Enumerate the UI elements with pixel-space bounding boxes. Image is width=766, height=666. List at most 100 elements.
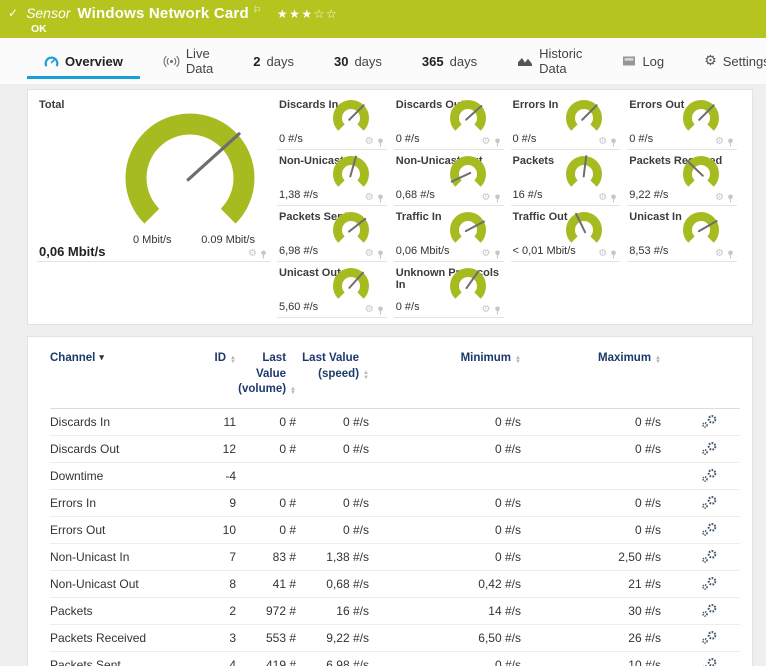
gauge-dial (445, 154, 491, 192)
gauge-unknown-protocols-in: Unknown Protocols In 0 #/s ⚙ (393, 262, 504, 318)
channel-settings-gears-icon[interactable] (661, 468, 740, 483)
cell-id: 9 (229, 495, 236, 510)
sort-toggle-icon: ▲ ▼ (655, 354, 661, 366)
channel-name: Discards Out (50, 441, 120, 456)
tab-365-days[interactable]: 365 days (402, 38, 497, 84)
channel-name: Downtime (50, 468, 104, 483)
pin-icon[interactable] (727, 138, 734, 147)
channel-settings-gears-icon[interactable] (661, 414, 740, 429)
channel-settings-gears-icon[interactable] (661, 657, 740, 666)
cell-speed: 0 #/s (342, 441, 369, 456)
channel-name: Errors Out (50, 522, 106, 537)
table-row-discards-in[interactable]: Discards In 11 0 # 0 #/s 0 #/s 0 #/s (50, 409, 740, 436)
pin-icon[interactable] (727, 250, 734, 259)
cell-volume: 553 # (265, 630, 296, 645)
tab-label: Live Data (185, 46, 214, 76)
channel-settings-gear-icon[interactable]: ⚙ (715, 248, 724, 259)
channel-settings-gears-icon[interactable] (661, 603, 740, 618)
tab-label: Overview (65, 53, 123, 69)
column-header-last-value-volume[interactable]: Last Value (volume) ▲ ▼ (236, 351, 296, 398)
tab-overview[interactable]: Overview (24, 38, 143, 84)
gauge-value: 0,68 #/s (395, 189, 435, 201)
channel-settings-gear-icon[interactable]: ⚙ (481, 136, 491, 147)
gauge-value: 16 #/s (512, 189, 543, 201)
tab-live-data[interactable]: Live Data (143, 38, 233, 84)
gauge-packets-sent: Packets Sent 6,98 #/s ⚙ (277, 206, 387, 262)
pin-icon[interactable] (494, 250, 501, 259)
channel-settings-gear-icon[interactable]: ⚙ (364, 248, 374, 259)
pin-icon[interactable] (727, 194, 734, 203)
table-row-non-unicast-out[interactable]: Non-Unicast Out 8 41 # 0,68 #/s 0,42 #/s 21 #… (50, 571, 740, 598)
column-header-minimum[interactable]: Minimum ▲ ▼ (369, 351, 521, 367)
column-header-last-value-speed[interactable]: Last Value (speed) ▲ ▼ (296, 351, 369, 382)
pin-icon[interactable] (494, 194, 501, 203)
gauge-value: 8,53 #/s (629, 245, 669, 257)
tab-historic-data[interactable]: Historic Data (497, 38, 602, 84)
tab-log[interactable]: Log (602, 38, 684, 84)
channel-settings-gear-icon[interactable]: ⚙ (364, 304, 374, 315)
table-row-non-unicast-in[interactable]: Non-Unicast In 7 83 # 1,38 #/s 0 #/s 2,50 #/s (50, 544, 740, 571)
cell-speed: 0 #/s (342, 522, 369, 537)
pin-icon[interactable] (377, 306, 384, 315)
channel-settings-gear-icon[interactable]: ⚙ (598, 136, 608, 147)
gauge-title: Traffic In (395, 211, 442, 223)
gauge-title: Packets (512, 155, 555, 167)
tab-settings[interactable]: ⚙ Settings (684, 38, 766, 84)
cell-volume: 0 # (279, 522, 296, 537)
pin-icon[interactable] (610, 138, 617, 147)
table-row-packets-sent[interactable]: Packets Sent 4 419 # 6,98 #/s 0 #/s 10 #/s (50, 652, 740, 666)
pin-icon[interactable] (610, 194, 617, 203)
channel-settings-gears-icon[interactable] (661, 495, 740, 510)
pin-icon[interactable] (377, 250, 384, 259)
cell-min: 0 #/s (494, 495, 521, 510)
tab-2-days[interactable]: 2 days (233, 38, 314, 84)
channel-settings-gear-icon[interactable]: ⚙ (598, 192, 608, 203)
cell-speed: 9,22 #/s (326, 630, 369, 645)
channel-settings-gear-icon[interactable]: ⚙ (481, 304, 491, 315)
channel-settings-gears-icon[interactable] (661, 522, 740, 537)
channel-settings-gear-icon[interactable]: ⚙ (715, 192, 724, 203)
channel-settings-gear-icon[interactable]: ⚙ (364, 136, 374, 147)
gauge-dial (445, 210, 491, 248)
flag-icon[interactable]: ⚐ (252, 6, 261, 16)
table-row-downtime[interactable]: Downtime -4 (50, 463, 740, 490)
pin-icon[interactable] (494, 138, 501, 147)
pin-icon[interactable] (377, 138, 384, 147)
cell-volume: 0 # (279, 441, 296, 456)
gauge-dial (561, 210, 607, 248)
table-row-discards-out[interactable]: Discards Out 12 0 # 0 #/s 0 #/s 0 #/s (50, 436, 740, 463)
pin-icon[interactable] (494, 306, 501, 315)
channel-name: Packets (50, 603, 93, 618)
table-row-errors-out[interactable]: Errors Out 10 0 # 0 #/s 0 #/s 0 #/s (50, 517, 740, 544)
channel-settings-gears-icon[interactable] (661, 441, 740, 456)
table-row-errors-in[interactable]: Errors In 9 0 # 0 #/s 0 #/s 0 #/s (50, 490, 740, 517)
pin-icon[interactable] (610, 250, 617, 259)
channel-settings-gear-icon[interactable]: ⚙ (248, 248, 257, 259)
channel-settings-gears-icon[interactable] (661, 576, 740, 591)
channel-settings-gear-icon[interactable]: ⚙ (481, 192, 491, 203)
channel-settings-gear-icon[interactable]: ⚙ (715, 136, 724, 147)
channel-settings-gear-icon[interactable]: ⚙ (364, 192, 374, 203)
column-header-id[interactable]: ID ▲ ▼ (200, 351, 236, 367)
column-header-channel[interactable]: Channel ▾ (50, 351, 200, 367)
table-row-packets[interactable]: Packets 2 972 # 16 #/s 14 #/s 30 #/s (50, 598, 740, 625)
cell-speed: 0,68 #/s (326, 576, 369, 591)
cell-speed: 1,38 #/s (326, 549, 369, 564)
cell-max: 2,50 #/s (618, 549, 661, 564)
channel-settings-gears-icon[interactable] (661, 630, 740, 645)
channel-settings-gears-icon[interactable] (661, 549, 740, 564)
pin-icon[interactable] (377, 194, 384, 203)
overview-gauges-panel: Total 0 Mbit/s 0.09 Mbit/s 0,06 Mbit/s ⚙… (27, 89, 753, 325)
sort-toggle-icon: ▲ ▼ (363, 370, 369, 381)
gauge-dial (678, 154, 724, 192)
channel-settings-gear-icon[interactable]: ⚙ (598, 248, 608, 259)
channel-settings-gear-icon[interactable]: ⚙ (481, 248, 491, 259)
pin-icon[interactable] (260, 250, 267, 259)
gauge-value: 9,22 #/s (629, 189, 669, 201)
gauge-icon (44, 55, 59, 68)
tab-30-days[interactable]: 30 days (314, 38, 402, 84)
column-header-maximum[interactable]: Maximum ▲ ▼ (521, 351, 661, 367)
gauge-value: < 0,01 Mbit/s (512, 245, 576, 257)
table-row-packets-received[interactable]: Packets Received 3 553 # 9,22 #/s 6,50 #/s 26… (50, 625, 740, 652)
priority-stars[interactable]: ★★★☆☆ (276, 7, 339, 21)
